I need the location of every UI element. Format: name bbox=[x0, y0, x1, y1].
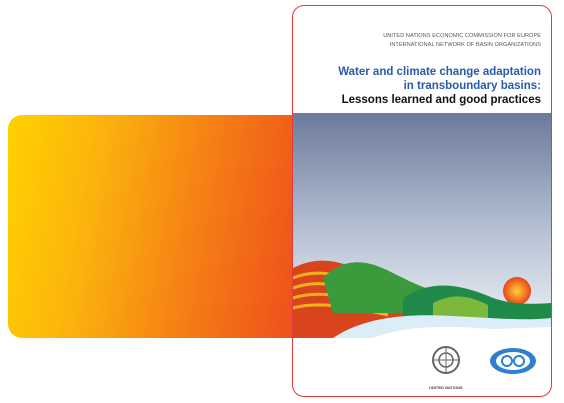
title-line: Water and climate change adaptation bbox=[338, 66, 541, 80]
book-cover: UNITED NATIONS ECONOMIC COMMISSION FOR E… bbox=[292, 5, 552, 397]
orange-panel bbox=[8, 115, 308, 338]
org-line: INTERNATIONAL NETWORK OF BASIN ORGANIZAT… bbox=[383, 41, 541, 50]
subtitle: Lessons learned and good practices bbox=[342, 94, 541, 106]
logo-caption: UNITED NATIONS bbox=[429, 385, 463, 390]
title-line: in transboundary basins: bbox=[338, 80, 541, 94]
org-line: UNITED NATIONS ECONOMIC COMMISSION FOR E… bbox=[383, 32, 541, 41]
organizations: UNITED NATIONS ECONOMIC COMMISSION FOR E… bbox=[383, 32, 541, 50]
title: Water and climate change adaptation in t… bbox=[338, 66, 541, 93]
page: {"header": {"organization_lines": ["UNIT… bbox=[0, 0, 564, 403]
un-logo bbox=[431, 342, 461, 382]
cover-illustration bbox=[293, 113, 551, 338]
sun bbox=[503, 277, 531, 305]
inbo-logo bbox=[488, 346, 538, 376]
